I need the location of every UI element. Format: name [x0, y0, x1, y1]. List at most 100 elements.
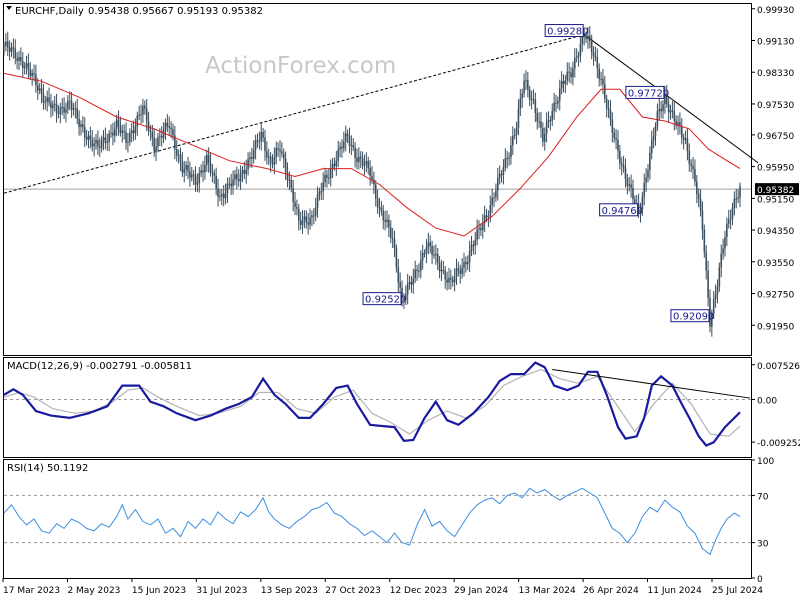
price-y-tick-label: 0.99130 [757, 37, 794, 47]
candle-body [545, 122, 548, 134]
candle-body [491, 197, 493, 206]
candle-body [55, 103, 58, 113]
candle-body [726, 223, 728, 237]
candle-body [174, 135, 176, 150]
candle-body [70, 101, 73, 110]
candle-body [168, 126, 171, 128]
candle-body [558, 88, 561, 101]
candle-body [108, 133, 110, 142]
candle-body [549, 120, 552, 122]
candle-body [217, 188, 219, 197]
candle-body [650, 140, 653, 153]
candle-body [664, 94, 666, 105]
candle-body [671, 110, 674, 112]
candle-body [709, 297, 711, 327]
candle-body [205, 154, 208, 165]
candle-body [166, 122, 169, 127]
candle-body [324, 174, 326, 183]
candle-body [568, 71, 570, 73]
candle-body [380, 207, 383, 211]
candle-body [98, 146, 101, 148]
rsi-chart-layer [3, 487, 751, 556]
candle-body [369, 167, 371, 177]
candle-body [523, 80, 525, 94]
price-chart-layer: 0.99280 0.97720 0.94760 0.92520 0.92090 [3, 24, 759, 337]
candle-body [179, 154, 182, 162]
price-y-tick-label: 0.97530 [757, 101, 794, 111]
candle-body [506, 158, 508, 160]
candle-body [660, 108, 662, 112]
candle-body [406, 283, 409, 295]
candle-body [596, 57, 599, 69]
candle-body [620, 163, 623, 166]
rsi-panel [3, 459, 752, 579]
candle-body [40, 88, 43, 94]
candle-body [343, 141, 345, 149]
candle-body [59, 107, 62, 115]
candle-body [530, 99, 533, 101]
candle-body [600, 78, 602, 80]
candle-body [95, 139, 97, 144]
candle-body [686, 138, 689, 152]
x-tick-label: 29 Jan 2024 [454, 586, 508, 596]
candle-body [489, 205, 492, 217]
candle-body [100, 140, 103, 148]
candle-body [448, 277, 450, 283]
candle-body [29, 69, 32, 76]
candle-body [348, 136, 351, 146]
candle-body [662, 104, 664, 112]
candle-body [121, 130, 124, 133]
macd-trendline [552, 369, 751, 399]
candle-body [540, 121, 542, 128]
candle-body [97, 139, 99, 147]
candle-body [476, 229, 478, 240]
candle-body [48, 97, 50, 103]
candle-body [421, 252, 424, 261]
candle-body [470, 244, 473, 251]
moving-average-line [3, 72, 741, 237]
macd-y-tick-label: 0.007526 [757, 362, 800, 372]
candle-body [243, 170, 246, 174]
candle-body [27, 63, 30, 70]
candle-body [200, 170, 202, 174]
candle-body [679, 122, 681, 127]
price-annotation-box [670, 309, 710, 323]
candle-body [52, 104, 54, 109]
collapse-triangle-icon[interactable] [6, 6, 12, 10]
candle-body [172, 129, 174, 136]
candle-body [224, 193, 227, 199]
candle-body [316, 194, 319, 208]
candle-body [42, 93, 45, 103]
candle-body [14, 48, 17, 59]
candle-body [594, 56, 597, 58]
candle-body [61, 106, 64, 108]
candle-body [262, 132, 264, 138]
candle-body [718, 267, 721, 287]
candle-body [696, 181, 698, 195]
price-y-tick-label: 0.96750 [757, 132, 794, 142]
candle-body [149, 130, 152, 132]
candle-body [384, 220, 386, 222]
candle-body [222, 194, 225, 199]
x-tick-label: 11 Jun 2024 [648, 586, 702, 596]
price-y-tick-label: 0.94350 [757, 227, 794, 237]
candle-body [673, 110, 676, 121]
candle-body [16, 58, 18, 61]
candle-body [619, 151, 621, 164]
candle-body [712, 299, 715, 314]
candle-body [521, 93, 524, 99]
candle-body [335, 160, 338, 166]
candle-body [465, 261, 467, 265]
candle-body [611, 119, 614, 133]
candle-body [181, 161, 184, 173]
candle-body [117, 119, 120, 127]
candle-body [352, 145, 355, 148]
candle-body [130, 130, 133, 133]
candle-body [286, 172, 289, 181]
candle-body [260, 132, 263, 142]
candle-body [132, 130, 135, 134]
candle-body [388, 219, 390, 228]
candle-body [515, 127, 518, 135]
candle-body [365, 161, 368, 165]
candle-body [435, 253, 437, 256]
